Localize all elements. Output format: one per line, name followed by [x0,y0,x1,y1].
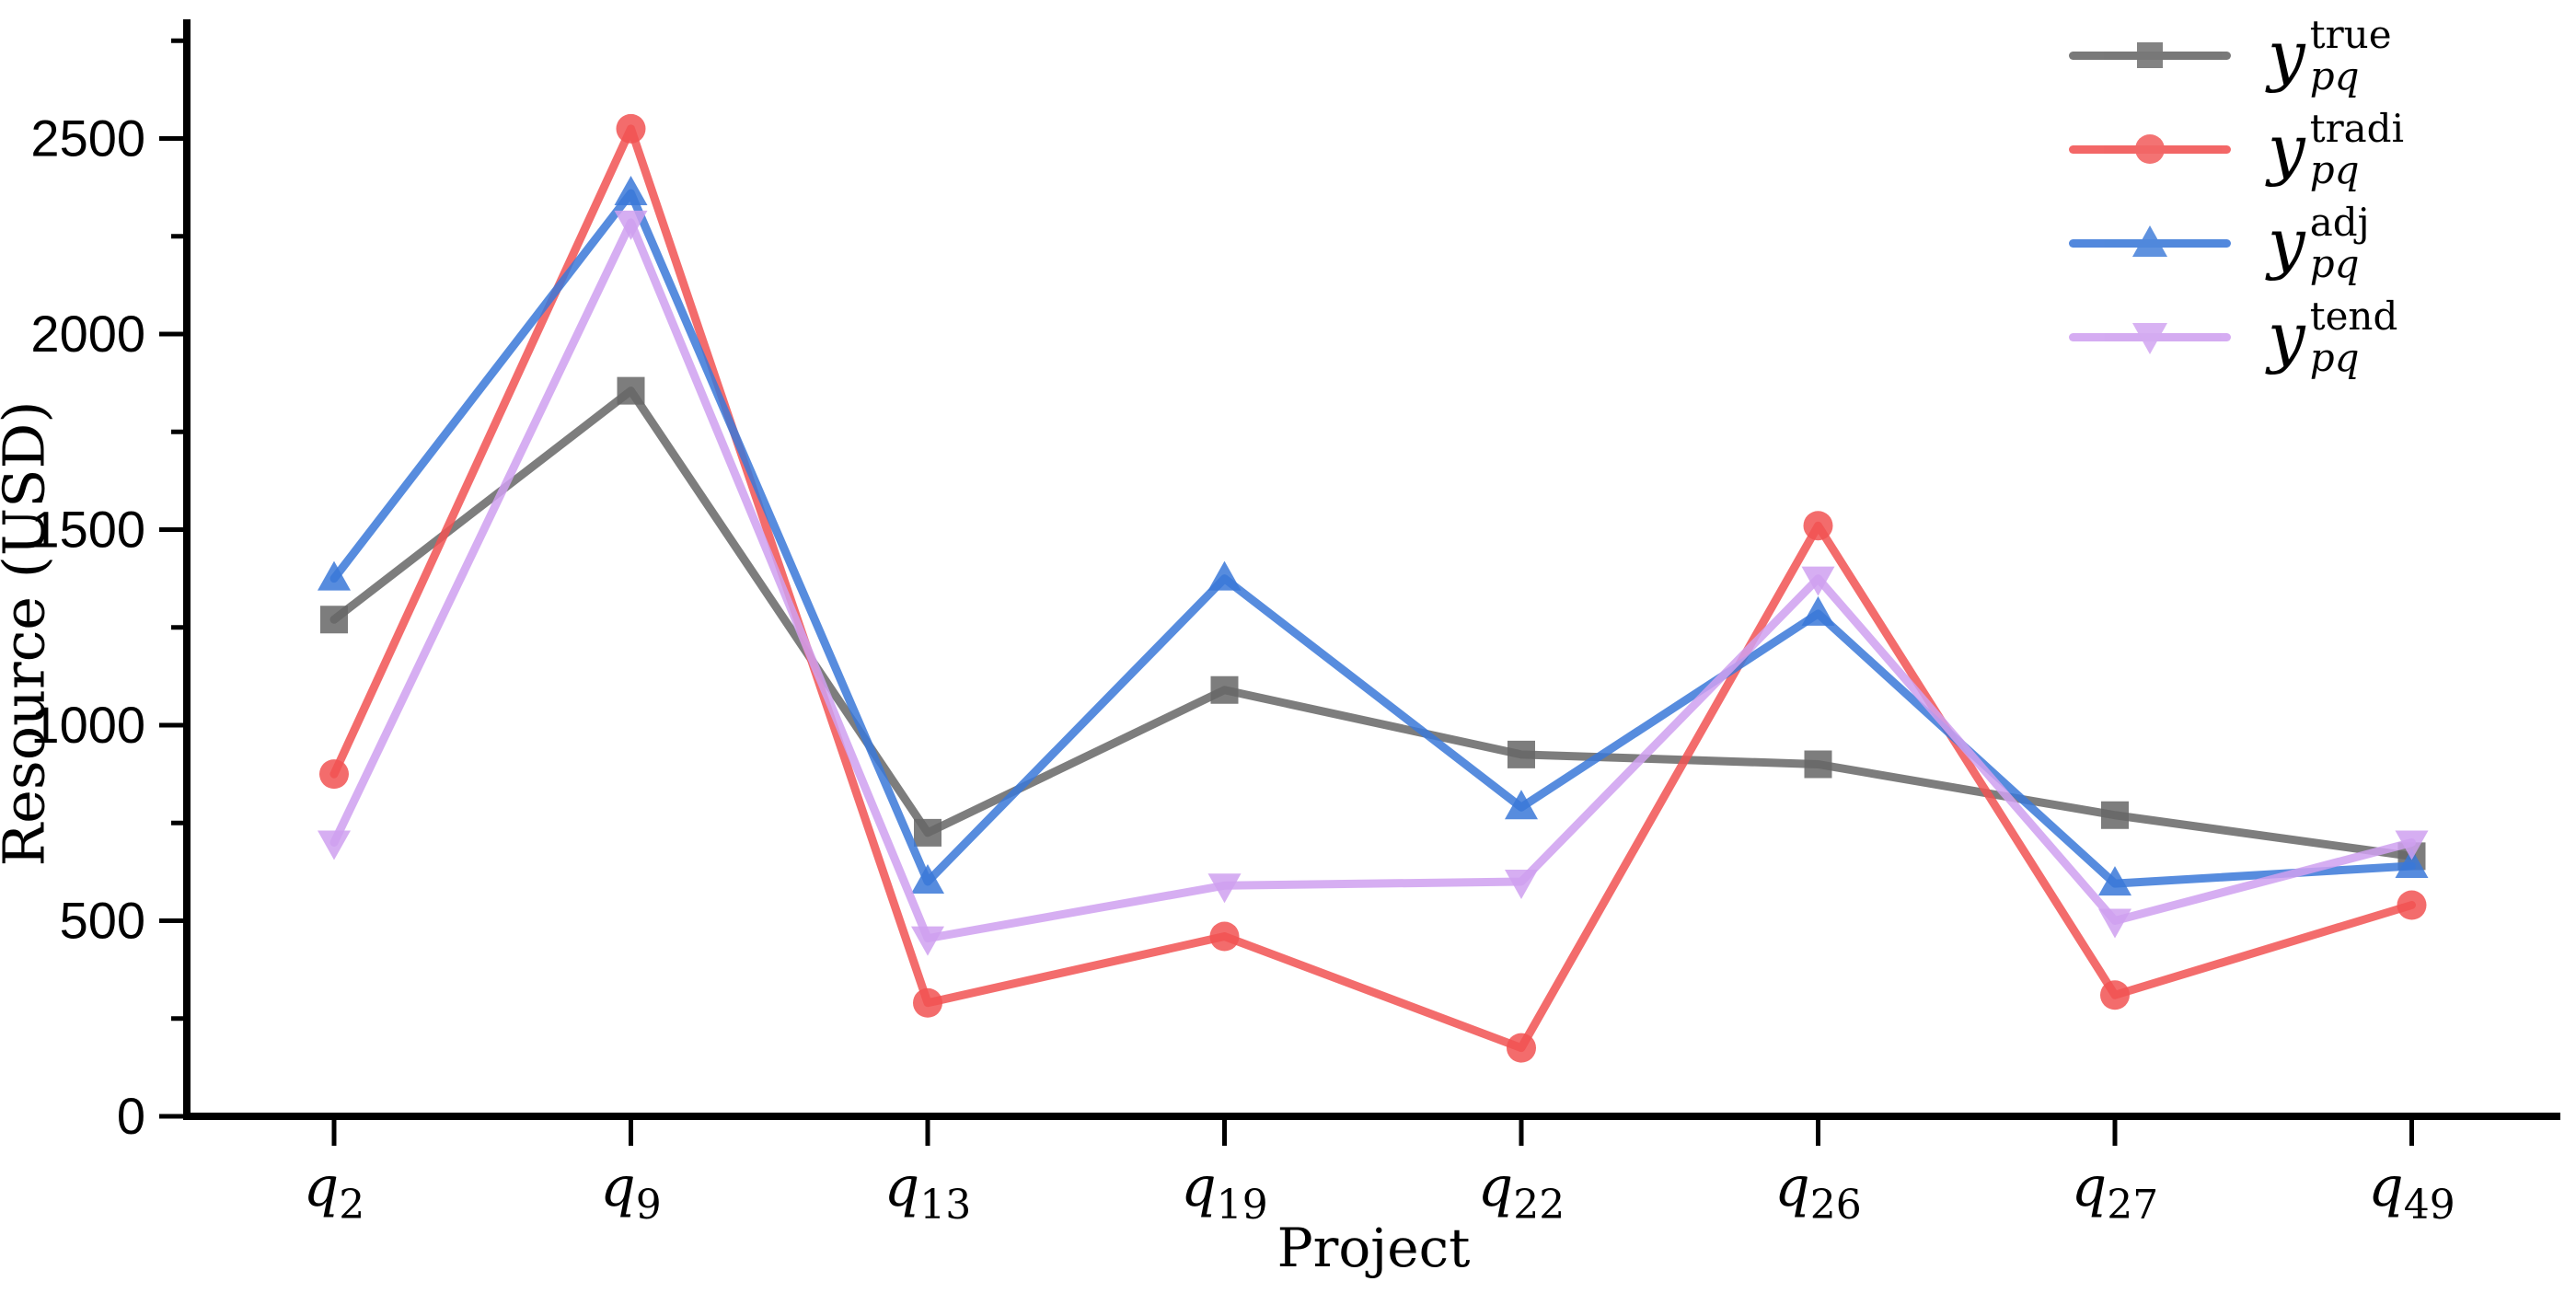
y-tick-label: 500 [60,892,145,950]
axes [183,19,2560,1120]
series-y_pq_adj [318,176,2429,896]
series-y_pq_true [320,376,2426,871]
legend-circle-icon [2135,134,2165,164]
x-tick-label: q27 [2072,1155,2158,1229]
x-axis-title: Project [1276,1217,1471,1279]
legend-item-tend: y tend pq [2069,290,2404,384]
y-axis-ticks [159,38,187,1119]
x-tick-label: q22 [1478,1155,1565,1229]
legend-triangle-up-icon [2132,225,2167,257]
legend-triangle-down-icon [2132,323,2167,354]
legend-label: y tradi pq [2268,105,2405,192]
legend-label: y adj pq [2268,199,2370,286]
x-tick-label: q49 [2368,1155,2455,1229]
x-axis-ticks [331,1116,2414,1146]
y-tick-label: 0 [117,1087,145,1145]
legend-item-adj: y adj pq [2069,196,2404,290]
y-tick-label: 2500 [30,110,145,167]
y-axis-title: Resource (USD) [0,400,58,867]
legend-item-tradi: y tradi pq [2069,102,2404,196]
legend-line-sample [2069,225,2231,257]
x-tick-label: q9 [600,1155,661,1229]
legend-square-icon [2137,42,2163,68]
x-tick-label: q26 [1774,1155,1861,1229]
x-tick-label: q19 [1181,1155,1267,1229]
x-tick-label: q2 [304,1155,364,1229]
y-tick-label: 1000 [30,696,145,754]
legend-line-sample [2069,134,2231,164]
y-tick-label: 1500 [30,501,145,559]
legend-item-true: y true pq [2069,8,2404,102]
x-tick-label: q13 [884,1155,971,1229]
legend-line-sample [2069,42,2231,68]
legend-label: y tend pq [2268,293,2398,380]
legend-label: y true pq [2268,11,2392,98]
legend: y true pq y tradi pq y adj pq y tend pq [2069,8,2404,384]
legend-line-sample [2069,323,2231,354]
y-tick-label: 2000 [30,305,145,363]
series-y_pq_tend [318,210,2429,956]
series-y_pq_tradi [319,113,2427,1063]
